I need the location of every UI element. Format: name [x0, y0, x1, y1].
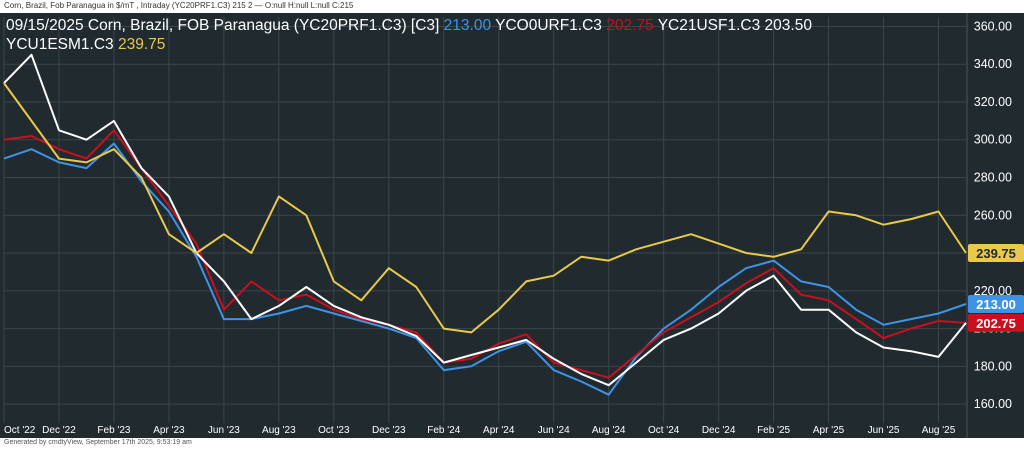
series-line-red	[3, 129, 967, 379]
last-value-label-yellow: 239.75	[976, 246, 1016, 261]
x-tick-label: Apr '23	[153, 425, 185, 436]
footer: Generated by cmdtyView, September 17th 2…	[0, 438, 1024, 450]
generated-by-text: Generated by cmdtyView, September 17th 2…	[4, 439, 192, 446]
legend-series3-value: 203.50	[764, 17, 812, 34]
series-line-yellow	[3, 82, 967, 334]
y-tick-label: 300.00	[974, 133, 1012, 147]
legend-main-value: 213.00	[443, 17, 492, 34]
chart-info-bar: Corn, Brazil, Fob Paranagua in $/mT , In…	[0, 0, 1024, 13]
y-tick-label: 220.00	[974, 284, 1012, 298]
x-tick-label: Dec '23	[372, 425, 406, 436]
x-tick-label: Dec '24	[702, 425, 736, 436]
y-tick-label: 360.00	[974, 19, 1012, 33]
last-value-badge-blue	[968, 295, 1024, 314]
x-tick-label: Aug '24	[592, 425, 626, 436]
legend-series4-name: YCU1ESM1.C3	[6, 36, 114, 53]
series-line-white	[3, 53, 967, 387]
x-tick-label: Aug '25	[922, 425, 956, 436]
series-line-blue	[3, 142, 967, 396]
legend-series2-value: 202.75	[606, 17, 654, 34]
y-tick-label: 180.00	[974, 359, 1012, 373]
x-tick-label: Jun '24	[538, 425, 570, 436]
last-value-badges: 213.00 202.75 239.75	[968, 244, 1024, 332]
y-axis: 160.00180.00200.00220.00240.00260.00280.…	[966, 13, 1012, 438]
x-tick-label: Oct '24	[648, 425, 680, 436]
last-value-label-blue: 213.00	[976, 297, 1016, 312]
x-tick-label: Dec '22	[42, 425, 76, 436]
x-tick-label: Jun '23	[208, 425, 240, 436]
legend-main-name: Corn, Brazil, FOB Paranagua (YC20PRF1.C3…	[87, 17, 440, 34]
x-tick-label: Jun '25	[868, 425, 900, 436]
x-tick-label: Feb '23	[97, 425, 130, 436]
price-chart[interactable]: 160.00180.00200.00220.00240.00260.00280.…	[0, 13, 1024, 438]
x-tick-label: Oct '22	[4, 425, 36, 436]
legend-series3-name: YC21USF1.C3	[657, 17, 761, 34]
x-tick-label: Feb '25	[757, 425, 790, 436]
last-value-badge-yellow	[968, 244, 1024, 263]
chart-info-text: Corn, Brazil, Fob Paranagua in $/mT , In…	[4, 1, 354, 10]
x-tick-label: Apr '25	[813, 425, 845, 436]
series-lines	[3, 53, 967, 396]
x-tick-label: Apr '24	[483, 425, 515, 436]
legend-date: 09/15/2025	[6, 17, 84, 34]
y-tick-label: 320.00	[974, 95, 1012, 109]
y-tick-label: 160.00	[974, 397, 1012, 411]
y-tick-label: 340.00	[974, 57, 1012, 71]
y-tick-label: 280.00	[974, 171, 1012, 185]
x-tick-label: Oct '23	[318, 425, 350, 436]
x-axis: Oct '22 Dec '22 Feb '23 Apr '23 Jun '23 Aug '…	[4, 425, 956, 436]
x-tick-label: Aug '23	[262, 425, 296, 436]
x-tick-label: Feb '24	[427, 425, 460, 436]
last-value-label-red: 202.75	[976, 316, 1016, 331]
legend-series2-name: YCO0URF1.C3	[495, 17, 602, 34]
legend-series4-value: 239.75	[118, 36, 166, 53]
chart-area[interactable]: 160.00180.00200.00220.00240.00260.00280.…	[0, 13, 1024, 438]
chart-legend: 09/15/2025 Corn, Brazil, FOB Paranagua (…	[6, 16, 966, 54]
last-value-badge-red	[968, 313, 1024, 332]
y-tick-label: 260.00	[974, 208, 1012, 222]
